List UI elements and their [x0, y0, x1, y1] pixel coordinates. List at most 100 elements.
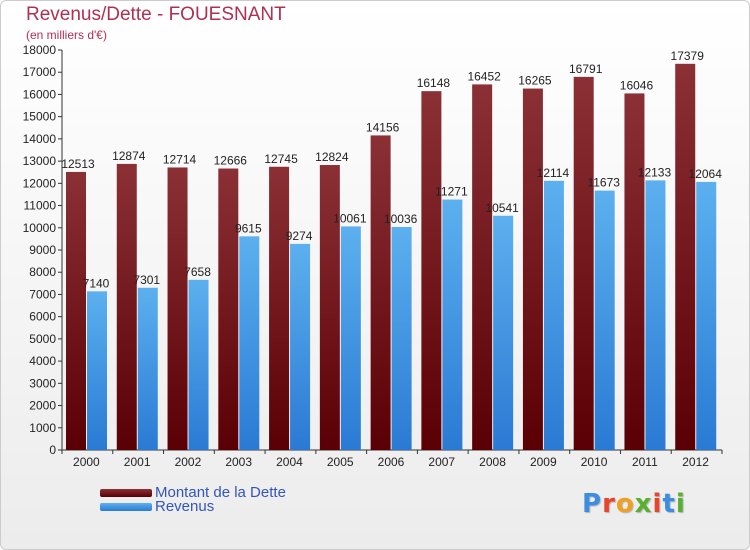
legend-label-debt: Montant de la Dette [155, 484, 286, 501]
bar-debt [675, 63, 696, 451]
bar-debt [116, 163, 137, 450]
data-label-debt: 17379 [671, 49, 705, 63]
logo-letter: P [582, 489, 603, 519]
axes: 0 1000 2000 3000 4000 5000 6000 7000 8000 9000 100… [23, 43, 723, 469]
bar-debt [573, 76, 594, 450]
x-tick-label: 2006 [378, 455, 405, 469]
x-tick-label: 2002 [175, 455, 202, 469]
y-tick-label: 16000 [23, 87, 57, 101]
data-label-revenue: 10036 [384, 212, 418, 226]
logo-letter: o [615, 489, 635, 519]
y-tick-label: 5000 [29, 332, 56, 346]
bar-revenue [188, 279, 209, 450]
bar-debt [472, 84, 493, 451]
y-tick-label: 10000 [23, 221, 57, 235]
y-tick-label: 0 [49, 443, 56, 457]
data-label-revenue: 9615 [235, 221, 262, 235]
bar-revenue [543, 180, 564, 451]
data-label-debt: 16791 [569, 62, 603, 76]
y-tick-label: 3000 [29, 376, 56, 390]
y-tick-label: 8000 [29, 265, 56, 279]
legend-label-revenue: Revenus [155, 498, 215, 515]
x-tick-label: 2008 [479, 455, 506, 469]
data-label-revenue: 7301 [133, 273, 160, 287]
bars [66, 63, 717, 451]
data-label-revenue: 12064 [689, 167, 723, 181]
bar-revenue [87, 291, 107, 450]
bar-revenue [493, 215, 514, 450]
bar-debt [269, 166, 290, 450]
data-label-debt: 12714 [163, 152, 197, 166]
x-tick-label: 2012 [682, 455, 709, 469]
x-tick-label: 2000 [73, 455, 100, 469]
x-tick-label: 2004 [276, 455, 303, 469]
data-label-revenue: 11673 [587, 176, 620, 190]
data-label-debt: 16452 [467, 69, 501, 83]
data-label-debt: 12745 [264, 152, 298, 166]
bar-debt [421, 91, 442, 451]
logo-letter: x [634, 489, 653, 519]
y-tick-label: 15000 [23, 110, 57, 124]
y-tick-label: 14000 [23, 132, 57, 146]
logo-letter: i [675, 489, 686, 519]
bar-revenue [594, 190, 615, 450]
data-label-debt: 16046 [620, 78, 654, 92]
data-label-revenue: 11271 [435, 185, 468, 199]
x-tick-label: 2005 [327, 455, 354, 469]
logo-letter: r [602, 489, 616, 519]
data-label-revenue: 9274 [286, 229, 313, 243]
y-tick-label: 12000 [23, 176, 57, 190]
data-label-revenue: 7140 [83, 276, 110, 290]
logo-letter: t [662, 489, 676, 519]
x-tick-label: 2007 [428, 455, 455, 469]
bar-revenue [340, 226, 361, 450]
bar-debt [624, 93, 645, 450]
y-tick-label: 9000 [29, 243, 56, 257]
bar-revenue [442, 199, 463, 450]
bar-revenue [137, 287, 158, 450]
bar-debt [319, 165, 340, 450]
data-label-debt: 16148 [417, 76, 451, 90]
y-tick-label: 11000 [24, 199, 57, 213]
bar-debt [370, 135, 391, 450]
chart-title: Revenus/Dette - FOUESNANT [26, 4, 286, 25]
legend-swatch-debt [100, 489, 152, 497]
data-labels: 12513 7140 12874 7301 12714 7658 12666 9615 1274… [61, 49, 722, 291]
logo-letter: i [652, 489, 663, 519]
bar-revenue [239, 236, 260, 450]
data-label-revenue: 10061 [333, 211, 367, 225]
x-tick-label: 2001 [124, 455, 151, 469]
bar-debt [66, 171, 86, 450]
bar-revenue [645, 180, 666, 450]
proxiti-logo: Proxiti [582, 489, 686, 519]
y-tick-label: 17000 [23, 65, 57, 79]
data-label-debt: 12874 [112, 149, 146, 163]
data-label-debt: 14156 [366, 120, 400, 134]
y-tick-label: 2000 [29, 399, 56, 413]
bar-debt [522, 88, 543, 451]
x-tick-label: 2003 [225, 455, 252, 469]
bar-revenue [290, 243, 311, 450]
y-tick-label: 1000 [29, 421, 56, 435]
y-tick-label: 6000 [29, 310, 56, 324]
data-label-debt: 12666 [214, 154, 248, 168]
legend-swatch-revenue [100, 503, 152, 511]
y-tick-label: 4000 [29, 354, 56, 368]
bar-revenue [696, 181, 717, 450]
data-label-revenue: 12133 [638, 165, 672, 179]
bar-debt [218, 168, 239, 451]
bar-debt [167, 167, 188, 450]
data-label-revenue: 10541 [485, 201, 519, 215]
chart-subtitle: (en milliers d'€) [26, 28, 107, 42]
x-tick-label: 2009 [530, 455, 557, 469]
y-tick-label: 7000 [29, 287, 56, 301]
data-label-debt: 16265 [518, 74, 552, 88]
data-label-revenue: 12114 [537, 166, 570, 180]
x-tick-label: 2011 [632, 455, 658, 469]
data-label-debt: 12513 [61, 157, 95, 171]
data-label-debt: 12824 [315, 150, 349, 164]
x-tick-label: 2010 [581, 455, 608, 469]
y-tick-label: 13000 [23, 154, 57, 168]
y-tick-label: 18000 [23, 43, 57, 57]
